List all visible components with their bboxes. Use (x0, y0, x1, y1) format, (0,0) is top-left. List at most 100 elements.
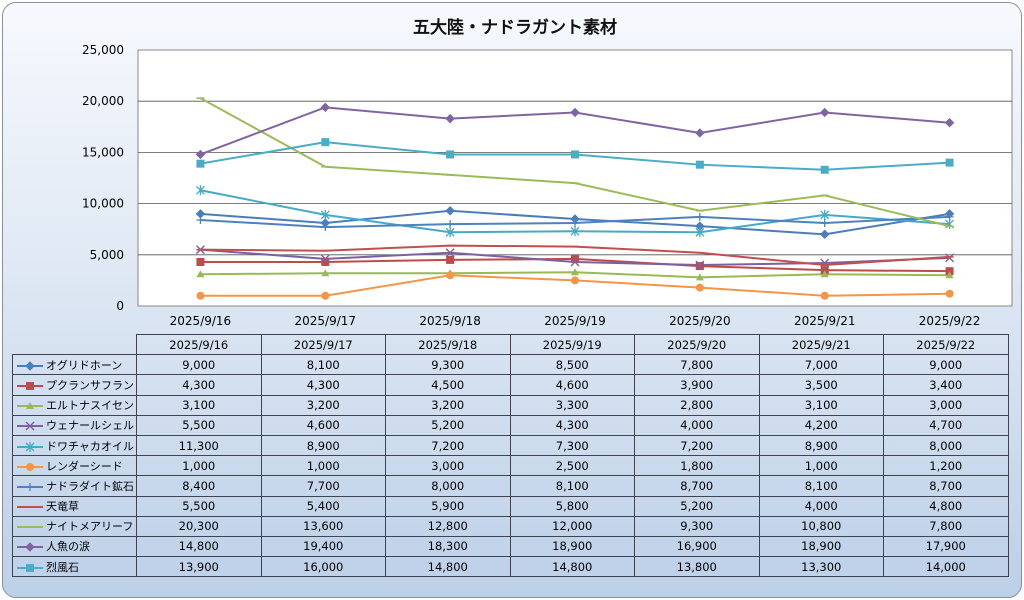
table-value-cell: 3,500 (758, 374, 884, 396)
table-row: レンダーシード 1,000 1,000 3,000 2,500 1,800 1,000 1,2… (12, 455, 1009, 477)
data-point (820, 270, 829, 278)
legend-marker (26, 381, 34, 390)
series-name: ナドラダイト鉱石 (46, 479, 134, 493)
series-label-cell: プクランサフラン (12, 374, 137, 396)
legend-marker (26, 563, 34, 572)
data-point (445, 248, 455, 258)
table-value-cell: 4,000 (634, 414, 760, 436)
series-label-cell: エルトナスイセン (12, 394, 137, 416)
table-corner (13, 335, 137, 355)
data-point (695, 128, 705, 138)
data-point (571, 219, 579, 228)
chart-title: 五大陸・ナドラガント素材 (413, 18, 617, 38)
table-value-cell: 14,800 (385, 556, 511, 578)
table-value-cell: 18,900 (758, 535, 884, 558)
table-header-cell: 2025/9/19 (509, 333, 635, 356)
table-value-cell: 13,800 (634, 556, 760, 578)
data-point (196, 215, 205, 224)
data-point (695, 260, 705, 270)
table-value-cell: 8,100 (758, 475, 884, 497)
data-point (196, 257, 205, 266)
table-row: ウェナールシェル 5,500 4,600 5,200 4,300 4,000 4,200 4,… (12, 414, 1009, 436)
table-value-cell: 8,000 (883, 434, 1009, 457)
table-value-cell: 5,800 (509, 495, 635, 517)
table-value-cell: 7,800 (634, 354, 760, 376)
legend-key (17, 361, 43, 371)
table-value-cell: 8,100 (509, 475, 635, 497)
table-value-cell: 3,200 (385, 394, 511, 416)
x-tick-label: 2025/9/22 (919, 314, 981, 328)
table-value-cell: 10,800 (758, 515, 884, 537)
table-value-cell: 8,400 (136, 475, 262, 497)
table-value-cell: 8,100 (260, 354, 386, 376)
table-value-cell: 4,600 (509, 374, 635, 396)
series-label-cell: ドワチャカオイル (12, 434, 137, 457)
table-row: プクランサフラン 4,300 4,300 4,500 4,600 3,900 3,500 3,… (12, 374, 1009, 396)
legend-key (17, 462, 43, 471)
legend-key (17, 526, 43, 529)
series-label-cell: オグリドホーン (12, 354, 137, 376)
table-value-cell: 3,100 (758, 394, 884, 416)
table-value-cell: 3,000 (385, 455, 511, 477)
x-tick-label: 2025/9/18 (419, 314, 481, 328)
table-value-cell: 2,800 (634, 394, 760, 416)
table-value-cell: 12,800 (385, 515, 511, 537)
table-value-cell: 2,500 (509, 455, 635, 477)
table-value-cell: 16,900 (634, 535, 760, 558)
y-tick-label: 10,000 (82, 197, 124, 211)
table-value-cell: 3,000 (883, 394, 1009, 416)
table-row: 人魚の涙 14,800 19,400 18,300 18,900 16,900 18,900… (12, 535, 1009, 558)
table-row: ドワチャカオイル 11,300 8,900 7,200 7,300 7,200 8,900 8… (12, 434, 1009, 457)
x-tick-label: 2025/9/20 (669, 314, 731, 328)
table-value-cell: 8,900 (260, 434, 386, 457)
data-point (695, 227, 705, 238)
data-point (321, 291, 330, 300)
data-point (571, 254, 579, 263)
table-header-cell: 2025/9/22 (883, 333, 1009, 356)
table-row: ナイトメアリーフ 20,300 13,600 12,800 12,000 9,300 10,… (12, 515, 1009, 537)
table-header-cell: 2025/9/17 (260, 333, 386, 356)
table-header-cell: 2025/9/20 (634, 333, 760, 356)
series-name: 人魚の涙 (46, 540, 90, 554)
y-tick-label: 20,000 (82, 94, 124, 108)
table-value-cell: 14,800 (136, 535, 262, 558)
series-label-cell: 烈風石 (12, 556, 137, 578)
table-value-cell: 4,300 (136, 374, 262, 396)
x-tick-label: 2025/9/21 (794, 314, 856, 328)
table-row: エルトナスイセン 3,100 3,200 3,200 3,300 2,800 3,100 3,… (12, 394, 1009, 416)
table-value-cell: 9,300 (385, 354, 511, 376)
table-value-cell: 1,000 (260, 455, 386, 477)
table-value-cell: 13,900 (136, 556, 262, 578)
table-value-cell: 7,700 (260, 475, 386, 497)
series-label-cell: レンダーシード (12, 455, 137, 477)
table-value-cell: 4,300 (509, 414, 635, 436)
table-value-cell: 8,700 (634, 475, 760, 497)
table-value-cell: 8,000 (385, 475, 511, 497)
table-value-cell: 20,300 (136, 515, 262, 537)
data-point (571, 150, 579, 159)
table-value-cell: 3,400 (883, 374, 1009, 396)
data-point (571, 268, 579, 276)
data-point (695, 262, 704, 271)
data-point (445, 113, 455, 124)
data-point (695, 160, 704, 169)
legend-marker (26, 462, 34, 471)
data-point (695, 212, 704, 221)
table-value-cell: 7,300 (509, 434, 635, 457)
legend-marker (25, 421, 35, 431)
data-point (945, 253, 955, 263)
data-point (196, 270, 205, 278)
x-tick-label: 2025/9/19 (544, 314, 606, 328)
legend-key (17, 482, 43, 491)
data-point (945, 289, 954, 298)
table-header-cell: 2025/9/21 (758, 333, 884, 356)
table-value-cell: 5,400 (260, 495, 386, 517)
table-value-cell: 18,300 (385, 535, 511, 558)
series-label-cell: ウェナールシェル (12, 414, 137, 436)
data-point (321, 138, 330, 147)
table-value-cell: 12,000 (509, 515, 635, 537)
data-table: 2025/9/16 2025/9/17 2025/9/18 2025/9/19 2025… (12, 333, 1009, 578)
table-value-cell: 1,000 (758, 455, 884, 477)
table-value-cell: 1,000 (136, 455, 262, 477)
data-point (321, 257, 330, 266)
